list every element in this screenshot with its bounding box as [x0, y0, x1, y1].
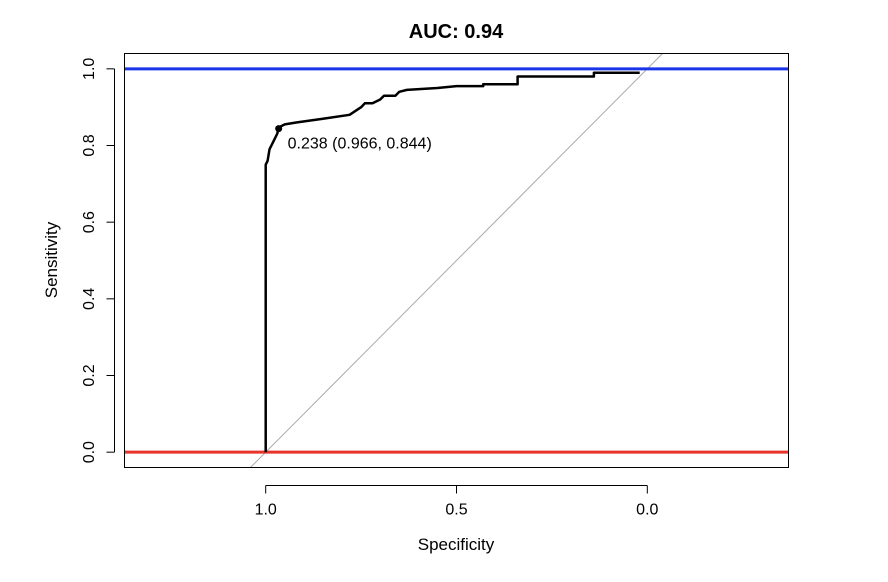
diagonal-reference-line	[250, 53, 663, 468]
x-tick-label: 0.0	[636, 502, 658, 519]
threshold-label: 0.238 (0.966, 0.844)	[288, 136, 432, 153]
chart-title: AUC: 0.94	[409, 21, 504, 43]
y-axis-title: Sensitivity	[42, 221, 61, 298]
series-layer	[264, 71, 640, 453]
y-tick-label: 0.0	[81, 441, 98, 463]
x-tick-label: 1.0	[255, 502, 277, 519]
y-axis: 0.0 0.2 0.4 0.6 0.8 1.0	[81, 58, 115, 463]
annotation-layer: 0.238 (0.966, 0.844)	[275, 125, 432, 153]
reference-lines	[124, 53, 789, 468]
x-tick-label: 0.5	[445, 502, 467, 519]
threshold-point	[275, 125, 283, 133]
plot-border	[124, 53, 789, 468]
x-axis: 1.0 0.5 0.0	[255, 485, 659, 519]
y-tick-label: 0.2	[81, 364, 98, 386]
roc-curve-line	[264, 71, 640, 453]
y-tick-label: 0.4	[81, 288, 98, 310]
y-tick-label: 0.8	[81, 134, 98, 156]
y-tick-label: 0.6	[81, 211, 98, 233]
y-tick-label: 1.0	[81, 58, 98, 80]
x-axis-title: Specificity	[418, 535, 495, 554]
